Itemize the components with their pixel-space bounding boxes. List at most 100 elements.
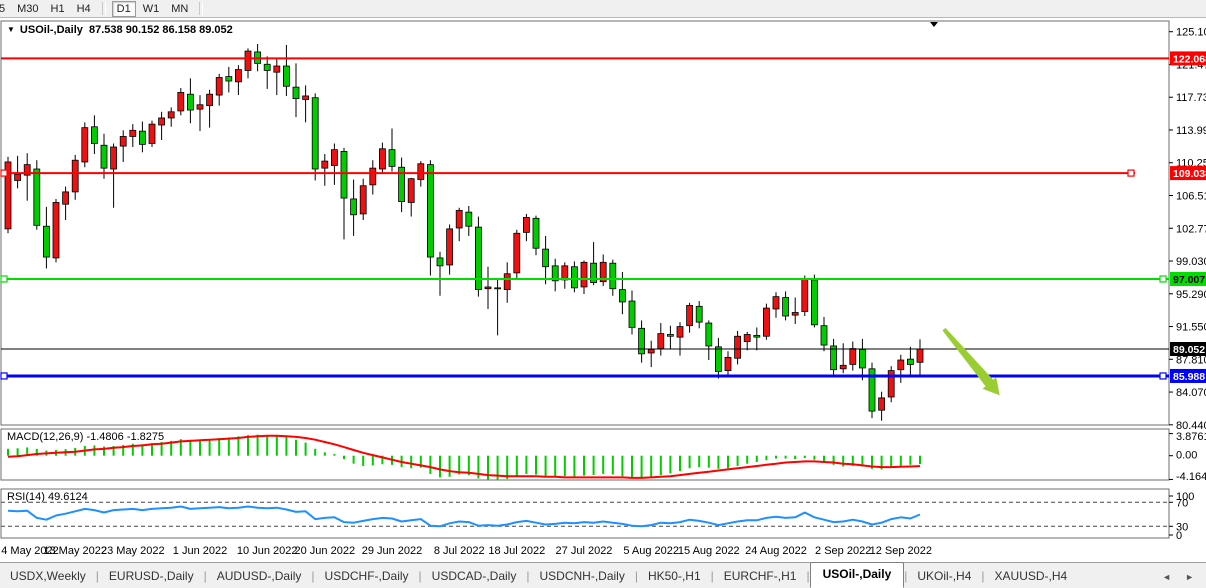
price-axis-label: 99.030 (1176, 256, 1206, 268)
price-axis-label: 106.510 (1176, 191, 1206, 203)
timeframe-toolbar: 5 M30 H1 H4 D1 W1 MN (0, 0, 1206, 18)
candle-body (177, 92, 185, 112)
candle (782, 291, 789, 321)
candle (811, 274, 818, 328)
candle (215, 73, 223, 106)
candle-body (369, 167, 377, 186)
chart-collapse-icon[interactable]: ▼ (7, 25, 15, 34)
candle-body (426, 164, 434, 258)
candle-body (580, 261, 588, 288)
price-axis-label: 87.810 (1176, 354, 1206, 366)
timeframe-button-mn[interactable]: MN (171, 2, 189, 15)
trend-arrow-annotation[interactable] (942, 327, 1000, 396)
candle-body (628, 300, 636, 328)
candle (667, 325, 674, 349)
candle-body (4, 161, 12, 230)
price-axis-label: 113.990 (1176, 125, 1206, 137)
macd-histogram-bar (343, 455, 345, 460)
candle-body (619, 289, 626, 303)
main-panel-frame (0, 20, 1170, 426)
tab-separator: | (904, 569, 908, 583)
symbol-tab-usdcad-daily[interactable]: USDCAD-,Daily (431, 569, 517, 583)
candle-body (52, 202, 60, 259)
candle (273, 58, 281, 96)
price-axis-label: 117.730 (1176, 92, 1206, 104)
symbol-tab-eurchf-h1[interactable]: EURCHF-,H1 (723, 569, 797, 583)
candle (426, 160, 434, 276)
symbol-tab-hk50-h1[interactable]: HK50-,H1 (647, 569, 701, 583)
line-handle[interactable] (0, 169, 8, 177)
candle-body (907, 358, 914, 365)
symbol-tab-ukoil-h4[interactable]: UKOil-,H4 (917, 569, 972, 583)
candle (484, 266, 492, 309)
line-handle[interactable] (1127, 169, 1135, 177)
symbol-tab-eurusd-daily[interactable]: EURUSD-,Daily (108, 569, 194, 583)
date-axis-label: 23 May 2022 (101, 545, 165, 557)
tab-scroll-right-icon[interactable]: ► (1185, 572, 1194, 582)
macd-histogram-bar (141, 444, 144, 456)
tab-separator: | (981, 569, 985, 583)
candles-group (4, 44, 924, 421)
macd-histogram-bar (515, 455, 518, 477)
macd-histogram-bar (103, 446, 105, 456)
timeframe-button-5[interactable]: 5 (0, 2, 6, 15)
candle (743, 331, 751, 351)
macd-histogram-bar (122, 444, 125, 456)
macd-histogram-bar (285, 436, 288, 456)
candle-body (820, 325, 828, 346)
candle (330, 143, 338, 185)
tab-separator: | (710, 569, 714, 583)
macd-histogram-bar (247, 435, 249, 456)
date-axis-label: 29 Jun 2022 (362, 545, 423, 557)
candle-body (465, 211, 473, 227)
date-axis-label: 18 Jul 2022 (488, 545, 545, 557)
candle-body (71, 159, 79, 193)
macd-histogram-bar (765, 455, 768, 461)
candle (158, 111, 166, 140)
timeframe-button-h1[interactable]: H1 (50, 2, 65, 15)
candle-body (782, 297, 789, 317)
symbol-tab-usoil-daily[interactable]: USOil-,Daily (809, 562, 905, 588)
symbol-tab-xauusd-h4[interactable]: XAUUSD-,H4 (994, 569, 1068, 583)
timeframe-button-w1[interactable]: W1 (142, 2, 160, 15)
line-handle[interactable] (1159, 275, 1167, 283)
candle-body (321, 160, 329, 169)
macd-histogram-bar (266, 435, 269, 456)
macd-histogram-bar (218, 438, 221, 456)
macd-histogram-bar (602, 455, 605, 474)
macd-histogram-bar (890, 455, 893, 468)
timeframe-button-d1[interactable]: D1 (111, 0, 136, 17)
macd-histogram-bar (381, 455, 384, 465)
symbol-tab-usdx-weekly[interactable]: USDX,Weekly (10, 569, 86, 583)
candle-body (590, 262, 597, 283)
timeframe-button-h4[interactable]: H4 (76, 2, 91, 15)
line-handle[interactable] (1159, 372, 1167, 380)
macd-histogram-bar (563, 455, 566, 477)
toolbar-separator (199, 2, 204, 15)
macd-histogram-bar (919, 455, 921, 465)
symbol-tab-audusd-daily[interactable]: AUDUSD-,Daily (216, 569, 302, 583)
candle (71, 154, 79, 200)
rsi-line (7, 505, 921, 528)
symbol-tab-usdcnh-daily[interactable]: USDCNH-,Daily (539, 569, 625, 583)
line-handle[interactable] (0, 275, 8, 283)
candle (724, 351, 732, 377)
symbol-tab-usdchf-daily[interactable]: USDCHF-,Daily (324, 569, 409, 583)
timeframe-button-m30[interactable]: M30 (17, 2, 39, 15)
price-axis-label: 84.070 (1176, 387, 1206, 399)
candle (100, 133, 108, 179)
price-badge-text: 85.988 (1173, 371, 1205, 383)
candle (225, 66, 233, 93)
macd-histogram-bar (794, 455, 797, 460)
toolbar-separator (101, 2, 106, 15)
candle-body (81, 127, 89, 163)
macd-histogram-bar (227, 437, 230, 456)
date-axis-label: 13 May 2022 (43, 545, 107, 557)
candle-body (62, 191, 69, 205)
tab-scroll-left-icon[interactable]: ◄ (1162, 572, 1172, 582)
last-bar-marker-icon (930, 22, 938, 27)
macd-histogram-bar (506, 455, 509, 480)
macd-histogram-bar (755, 455, 758, 462)
macd-histogram-bar (208, 439, 211, 456)
line-handle[interactable] (0, 372, 8, 380)
